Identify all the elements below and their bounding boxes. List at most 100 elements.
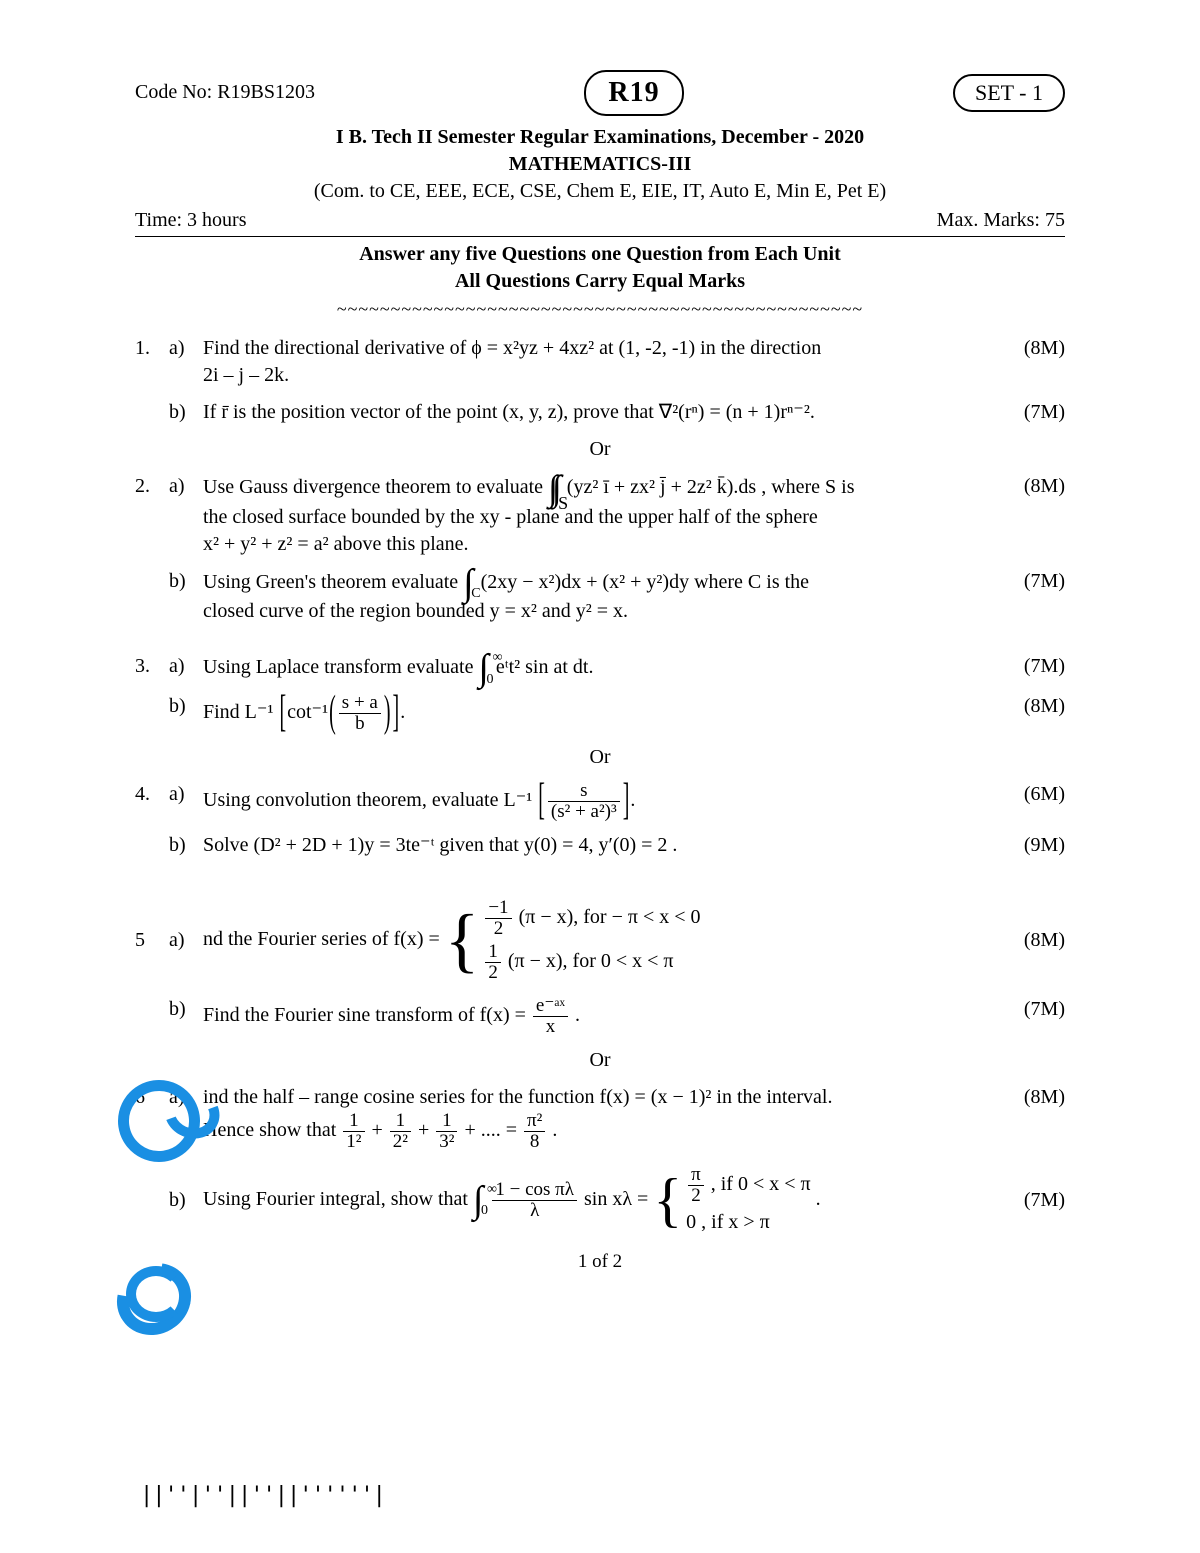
question-5b: b) Find the Fourier sine transform of f(… (135, 996, 1065, 1037)
text: Using Fourier integral, show that (203, 1188, 473, 1210)
fraction: 12 (485, 942, 501, 983)
line: ind the half – range cosine series for t… (203, 1084, 1001, 1111)
piecewise: { π2 , if 0 < x < π 0 , if x > π (653, 1162, 810, 1239)
text: eᵗt² sin at dt. (496, 656, 594, 678)
header-row: Code No: R19BS1203 R19 SET - 1 (135, 70, 1065, 116)
max-marks-label: Max. Marks: 75 (937, 207, 1065, 234)
fraction: 11² (343, 1111, 364, 1152)
denominator: 3² (436, 1132, 457, 1152)
wave-divider: ~~~~~~~~~~~~~~~~~~~~~~~~~~~~~~~~~~~~~~~~… (135, 297, 1065, 321)
barcode-text: ||''|''||''||''''''| (140, 1481, 385, 1511)
integral-icon: ∫ ∞ 0 (478, 653, 490, 683)
qbody: Using Fourier integral, show that ∫ ∞ 0 … (203, 1162, 1009, 1239)
departments: (Com. to CE, EEE, ECE, CSE, Chem E, EIE,… (135, 178, 1065, 205)
right-bracket-icon: ] (623, 772, 630, 831)
left-bracket-icon: [ (538, 772, 545, 831)
or-separator: Or (135, 744, 1065, 771)
marks: (6M) (1009, 781, 1065, 808)
questions-block: 1. a) Find the directional derivative of… (135, 335, 1065, 1239)
question-2a: 2. a) Use Gauss divergence theorem to ev… (135, 473, 1065, 558)
numerator: 1 − cos πλ (492, 1180, 577, 1201)
divider-line (135, 236, 1065, 237)
qpart: a) (169, 473, 203, 500)
marks: (8M) (1009, 1084, 1065, 1111)
text: (yz² ī + zx² j̄ + 2z² k̄).ds (567, 476, 756, 498)
case: −12 (π − x), for − π < x < 0 (483, 898, 700, 939)
code-no: Code No: R19BS1203 (135, 79, 315, 106)
qbody: Use Gauss divergence theorem to evaluate… (203, 473, 1009, 558)
fraction: 12² (390, 1111, 411, 1152)
denominator: x (533, 1017, 568, 1037)
instruction-2: All Questions Carry Equal Marks (135, 268, 1065, 295)
text: Find L⁻¹ (203, 702, 273, 724)
line: Hence show that 11² + 12² + 13² + .... =… (203, 1111, 1001, 1152)
text: , where S is (761, 476, 854, 498)
marks: (7M) (1009, 568, 1065, 595)
question-4a: 4. a) Using convolution theorem, evaluat… (135, 781, 1065, 822)
text: where C is the (694, 570, 809, 592)
text: (π − x), for 0 < x < π (508, 950, 674, 972)
question-6b: b) Using Fourier integral, show that ∫ ∞… (135, 1162, 1065, 1239)
double-integral-icon: ∫∫S (548, 473, 556, 504)
qbody: If r̄ is the position vector of the poin… (203, 399, 1009, 426)
fraction: s + ab (339, 693, 381, 734)
denominator: (s² + a²)³ (548, 802, 620, 822)
subject-title: MATHEMATICS-III (135, 151, 1065, 178)
qnum: 3. (135, 653, 169, 680)
instruction-1: Answer any five Questions one Question f… (135, 241, 1065, 268)
qbody: Find the Fourier sine transform of f(x) … (203, 996, 1009, 1037)
marks: (7M) (1009, 1187, 1065, 1214)
text: sin xλ = (584, 1188, 653, 1210)
line: the closed surface bounded by the xy - p… (203, 504, 1001, 531)
qbody: ind the half – range cosine series for t… (203, 1084, 1009, 1152)
numerator: s (548, 781, 620, 802)
question-4b: b) Solve (D² + 2D + 1)y = 3te⁻ᵗ given th… (135, 832, 1065, 859)
qnum: 4. (135, 781, 169, 808)
r19-badge: R19 (584, 70, 683, 116)
piecewise: { −12 (π − x), for − π < x < 0 12 (π − x… (445, 895, 701, 986)
qbody: nd the Fourier series of f(x) = { −12 (π… (203, 895, 1009, 986)
line: x² + y² + z² = a² above this plane. (203, 531, 1001, 558)
cases: π2 , if 0 < x < π 0 , if x > π (686, 1162, 810, 1239)
denominator: 1² (343, 1132, 364, 1152)
exam-title: I B. Tech II Semester Regular Examinatio… (135, 124, 1065, 151)
question-3b: b) Find L⁻¹ [cot⁻¹(s + ab)]. (8M) (135, 693, 1065, 734)
left-brace-icon: { (445, 917, 480, 964)
text: Use Gauss divergence theorem to evaluate (203, 476, 548, 498)
question-1b: b) If r̄ is the position vector of the p… (135, 399, 1065, 426)
text: Hence show that (203, 1119, 341, 1141)
right-bracket-icon: ] (393, 684, 400, 743)
line: Using Green's theorem evaluate ∫ C (2xy … (203, 568, 1001, 598)
question-3a: 3. a) Using Laplace transform evaluate ∫… (135, 653, 1065, 683)
marks: (9M) (1009, 832, 1065, 859)
denominator: 2 (485, 963, 501, 983)
case: 12 (π − x), for 0 < x < π (483, 942, 700, 983)
numerator: 1 (436, 1111, 457, 1132)
question-1a: 1. a) Find the directional derivative of… (135, 335, 1065, 389)
page-footer: 1 of 2 (135, 1249, 1065, 1275)
qpart: a) (169, 335, 203, 362)
fraction: π²8 (524, 1111, 545, 1152)
text: (2xy − x²)dx + (x² + y²)dy (481, 570, 689, 592)
left-paren-icon: ( (329, 684, 336, 743)
line: Use Gauss divergence theorem to evaluate… (203, 473, 1001, 504)
integral-icon: ∫ C (463, 568, 475, 598)
text: Using Green's theorem evaluate (203, 570, 463, 592)
fraction: s(s² + a²)³ (548, 781, 620, 822)
qbody: Using convolution theorem, evaluate L⁻¹ … (203, 781, 1009, 822)
integral-icon: ∫ ∞ 0 (473, 1185, 485, 1215)
qbody: Using Laplace transform evaluate ∫ ∞ 0 e… (203, 653, 1009, 683)
qnum: 6 (135, 1084, 169, 1111)
time-marks-row: Time: 3 hours Max. Marks: 75 (135, 207, 1065, 234)
denominator: 8 (524, 1132, 545, 1152)
qnum: 5 (135, 927, 169, 954)
marks: (8M) (1009, 927, 1065, 954)
marks: (7M) (1009, 399, 1065, 426)
numerator: 1 (485, 942, 501, 963)
marks: (7M) (1009, 996, 1065, 1023)
fraction: −12 (485, 898, 511, 939)
text: , if 0 < x < π (711, 1173, 811, 1195)
qpart: a) (169, 653, 203, 680)
fraction: π2 (688, 1165, 704, 1206)
cases: −12 (π − x), for − π < x < 0 12 (π − x),… (483, 895, 700, 986)
